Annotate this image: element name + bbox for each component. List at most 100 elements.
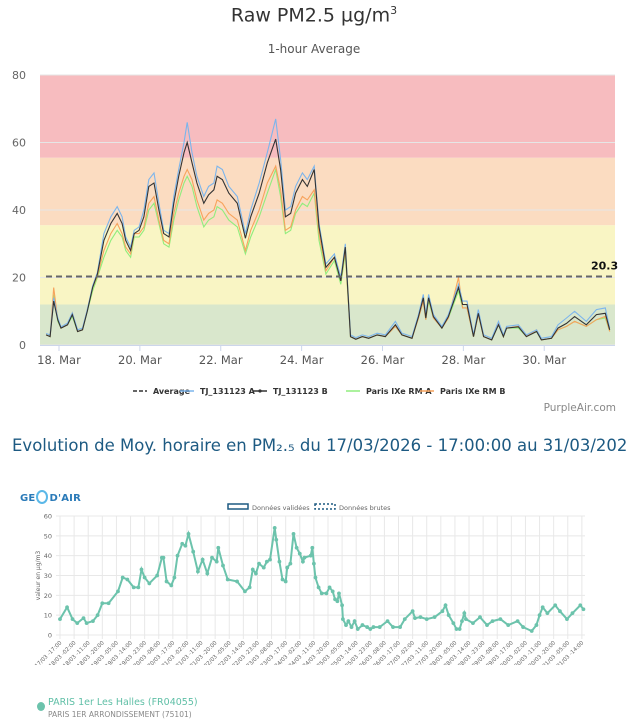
data-point [506,623,511,627]
data-point [402,617,407,622]
data-point [410,609,415,614]
data-point [457,627,462,631]
purpleair-credit[interactable]: PurpleAir.com [543,402,616,414]
data-point [175,553,180,558]
legend-marker [258,389,262,393]
data-point [335,599,340,604]
data-point [264,559,269,564]
data-point [443,603,448,608]
data-point [81,616,86,621]
data-point [490,619,495,624]
data-point [225,577,230,582]
data-point [352,619,357,624]
data-point [340,603,344,608]
data-point [131,585,136,590]
data-point [116,589,120,594]
geodair-chart: Données validées Données brutes 0 10 20 30 40 5… [34,503,586,665]
legend-raw-label: Données brutes [339,504,391,512]
data-point [125,577,130,582]
y-axis-label: valeur en µg/m3 [35,551,42,601]
y-tick-label: 0 [48,632,52,640]
x-tick-label: 20. Mar [118,353,162,367]
data-point [349,625,354,629]
data-point [355,627,360,631]
data-point [247,585,252,590]
legend-item-label: TJ_131123 A [200,387,256,396]
data-point [515,619,520,624]
x-tick-label: 24. Mar [280,353,324,367]
series-line-1 [45,138,611,341]
evolution-heading: Evolution de Moy. horaire en PM₂.₅ du 17… [12,436,628,455]
data-point [462,611,467,616]
data-point [418,615,423,620]
data-point [142,575,147,580]
x-tick-label: 22. Mar [199,353,243,367]
data-point [540,605,545,610]
data-point [340,617,345,622]
legend-item-label: Average [153,387,191,396]
data-point [324,591,329,596]
chart-title-superscript: 3 [390,4,398,17]
data-point [277,559,282,564]
aqi-band [40,304,615,345]
data-point [91,619,95,624]
data-point [330,589,335,594]
data-point [485,623,489,627]
station-name[interactable]: PARIS 1er Les Halles (FR04055) [48,697,198,708]
data-point [360,623,365,627]
data-point [84,621,89,625]
data-point [446,613,451,618]
data-point [529,629,534,633]
data-point [253,571,258,576]
data-point [172,575,177,580]
data-point [297,551,302,556]
average-value-label: 20.3 [591,259,618,272]
data-point [391,625,395,629]
aqi-band [40,75,615,158]
y-tick-label: 60 [12,137,26,150]
data-point [169,583,174,588]
data-point [147,581,152,586]
data-point [346,619,351,624]
data-point [413,616,417,621]
data-point [291,531,296,536]
data-point [344,623,348,627]
data-point [440,609,445,614]
data-point [308,553,313,558]
aqi-band [40,157,615,226]
data-point [377,625,382,629]
data-point [301,559,305,564]
data-point [274,537,279,542]
data-point [313,575,318,580]
data-point [365,625,370,629]
data-point [327,585,332,590]
data-point [214,559,219,564]
y-tick-label: 20 [44,592,52,600]
data-point [106,601,111,606]
data-point [200,557,205,562]
y-tick-label: 40 [44,552,52,560]
data-point [210,555,214,560]
y-tick-label: 20 [12,272,26,285]
data-point [95,613,100,618]
chart-title: Raw PM2.5 µg/m3 [0,4,628,26]
data-point [70,617,75,622]
data-point [558,609,562,614]
data-point [521,625,525,629]
data-point [205,571,210,576]
data-point [310,545,315,550]
data-point [65,605,69,610]
data-point [196,569,200,574]
data-point [454,627,459,631]
data-point [272,526,277,530]
data-point [183,543,188,548]
data-point [498,617,503,622]
data-point [257,561,261,566]
data-point [319,591,324,596]
y-tick-label: 0 [19,339,26,352]
data-point [243,589,247,594]
data-point [398,625,402,629]
x-tick-label: 18. Mar [37,353,81,367]
data-point [235,579,239,584]
data-point [268,557,272,562]
